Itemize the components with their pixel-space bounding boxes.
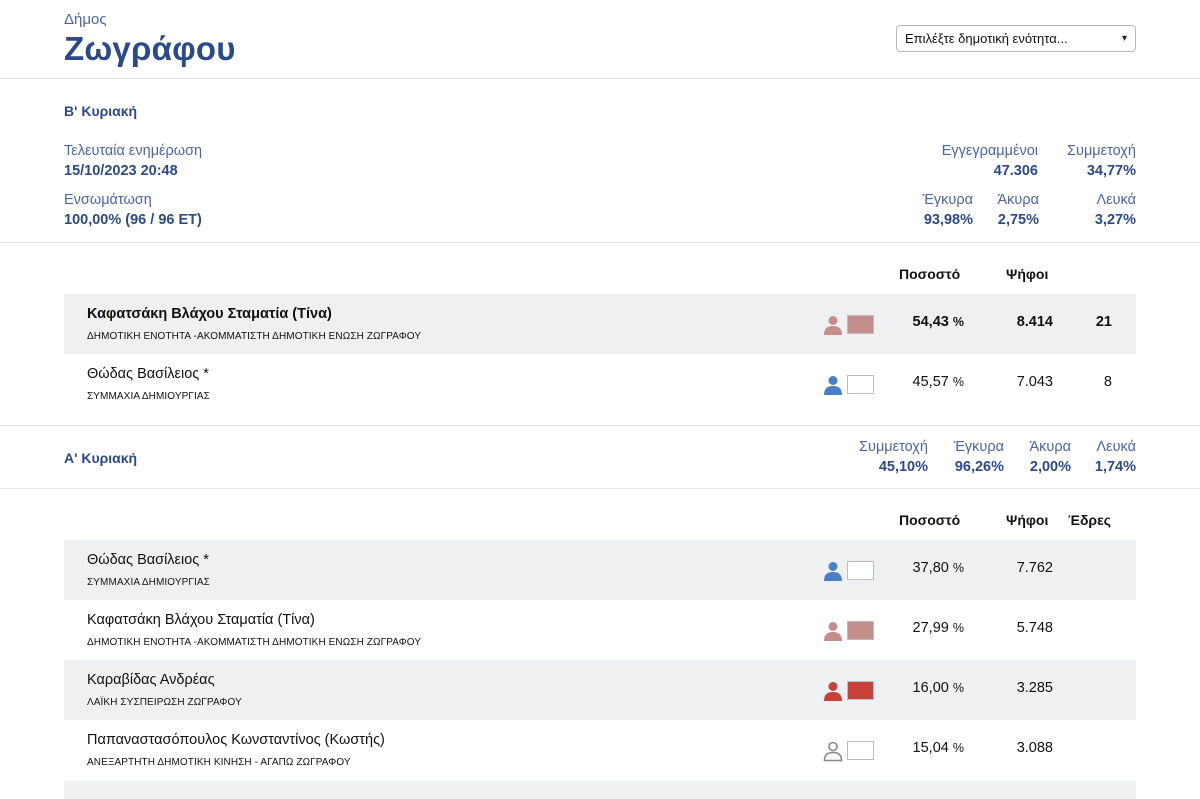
vote-percentage: 16,00 % <box>879 680 964 696</box>
municipality-label: Δήμος <box>64 11 107 28</box>
chevron-down-icon: ▾ <box>1121 33 1127 44</box>
vote-count: 3.285 <box>1016 680 1053 696</box>
candidate-name: Παπαναστασόπουλος Κωνσταντίνος (Κωστής) <box>87 732 385 748</box>
divider <box>0 242 1200 243</box>
person-icon <box>822 620 844 642</box>
party-name: ΑΝΕΞΑΡΤΗΤΗ ΔΗΜΟΤΙΚΗ ΚΙΝΗΣΗ - ΑΓΑΠΩ ΖΩΓΡΑ… <box>87 757 351 768</box>
candidate-name: Καφατσάκη Βλάχου Σταματία (Τίνα) <box>87 306 332 322</box>
column-header-seats: Έδρες <box>1068 512 1112 528</box>
seat-count: 8 <box>1103 374 1112 390</box>
round-a-invalid-label: Άκυρα <box>1029 439 1072 455</box>
percent-value: 45,57 <box>912 374 949 390</box>
percent-unit: % <box>952 621 964 635</box>
percent-unit: % <box>952 375 964 389</box>
integration-label: Ενσωμάτωση <box>64 192 152 208</box>
party-color-swatch <box>847 315 874 334</box>
table-row[interactable]: Καφατσάκη Βλάχου Σταματία (Τίνα) ΔΗΜΟΤΙΚΗ… <box>64 600 1136 660</box>
valid-value: 93,98% <box>923 212 973 228</box>
round-b-title: Β' Κυριακή <box>64 103 138 119</box>
percent-unit: % <box>952 741 964 755</box>
seat-count: 21 <box>1095 314 1112 330</box>
table-row <box>64 781 1136 799</box>
invalid-label: Άκυρα <box>997 192 1040 208</box>
round-a-valid-value: 96,26% <box>954 459 1004 475</box>
person-outline-icon <box>822 740 844 762</box>
party-name: ΛΑΪΚΗ ΣΥΣΠΕΙΡΩΣΗ ΖΩΓΡΑΦΟΥ <box>87 697 242 708</box>
round-a-blank-label: Λευκά <box>1096 439 1136 455</box>
turnout-label: Συμμετοχή <box>1067 143 1136 159</box>
candidate-name: Καφατσάκη Βλάχου Σταματία (Τίνα) <box>87 612 315 628</box>
vote-count: 7.762 <box>1016 560 1053 576</box>
percent-value: 27,99 <box>912 620 949 636</box>
column-header-votes: Ψήφοι <box>1006 512 1049 528</box>
vote-percentage: 45,57 % <box>879 374 964 390</box>
vote-count: 7.043 <box>1016 374 1053 390</box>
percent-value: 15,04 <box>912 740 949 756</box>
select-value: Επιλέξτε δημοτική ενότητα... <box>905 31 1068 46</box>
party-color-swatch <box>847 375 874 394</box>
round-a-valid-label: Έγκυρα <box>953 439 1004 455</box>
round-a-invalid-value: 2,00% <box>1029 459 1071 475</box>
candidate-name: Θώδας Βασίλειος * <box>87 552 209 568</box>
vote-percentage: 37,80 % <box>879 560 964 576</box>
table-row[interactable]: Καφατσάκη Βλάχου Σταματία (Τίνα) ΔΗΜΟΤΙΚΗ… <box>64 294 1136 354</box>
round-a-title: Α' Κυριακή <box>64 450 138 466</box>
table-row[interactable]: Παπαναστασόπουλος Κωνσταντίνος (Κωστής) Α… <box>64 720 1136 780</box>
party-name: ΣΥΜΜΑΧΙΑ ΔΗΜΙΟΥΡΓΙΑΣ <box>87 391 210 402</box>
person-icon <box>822 560 844 582</box>
column-header-percent: Ποσοστό <box>899 266 961 282</box>
party-name: ΔΗΜΟΤΙΚΗ ΕΝΟΤΗΤΑ -ΑΚΟΜΜΑΤΙΣΤΗ ΔΗΜΟΤΙΚΗ Ε… <box>87 637 422 648</box>
invalid-value: 2,75% <box>997 212 1039 228</box>
column-header-percent: Ποσοστό <box>899 512 961 528</box>
vote-percentage: 27,99 % <box>879 620 964 636</box>
party-color-swatch <box>847 741 874 760</box>
municipal-unit-select[interactable]: Επιλέξτε δημοτική ενότητα... ▾ <box>896 25 1136 52</box>
person-icon <box>822 680 844 702</box>
blank-value: 3,27% <box>1094 212 1136 228</box>
party-color-swatch <box>847 621 874 640</box>
registered-value: 47.306 <box>993 163 1038 179</box>
person-icon <box>822 314 844 336</box>
candidate-name: Καραβίδας Ανδρέας <box>87 672 215 688</box>
percent-value: 54,43 <box>912 314 949 330</box>
table-row[interactable]: Καραβίδας Ανδρέας ΛΑΪΚΗ ΣΥΣΠΕΙΡΩΣΗ ΖΩΓΡΑΦ… <box>64 660 1136 720</box>
turnout-value: 34,77% <box>1086 163 1136 179</box>
integration-value: 100,00% (96 / 96 ΕΤ) <box>64 212 202 228</box>
percent-value: 37,80 <box>912 560 949 576</box>
column-header-votes: Ψήφοι <box>1006 266 1049 282</box>
divider <box>0 78 1200 79</box>
table-row[interactable]: Θώδας Βασίλειος * ΣΥΜΜΑΧΙΑ ΔΗΜΙΟΥΡΓΙΑΣ 45,… <box>64 354 1136 414</box>
last-update-label: Τελευταία ενημέρωση <box>64 143 203 159</box>
registered-label: Εγγεγραμμένοι <box>941 143 1038 159</box>
party-color-swatch <box>847 561 874 580</box>
vote-count: 5.748 <box>1016 620 1053 636</box>
vote-percentage: 54,43 % <box>879 314 964 330</box>
round-a-turnout-value: 45,10% <box>878 459 928 475</box>
round-a-blank-value: 1,74% <box>1094 459 1136 475</box>
party-color-swatch <box>847 681 874 700</box>
vote-count: 3.088 <box>1016 740 1053 756</box>
table-row[interactable]: Θώδας Βασίλειος * ΣΥΜΜΑΧΙΑ ΔΗΜΙΟΥΡΓΙΑΣ 37,… <box>64 540 1136 600</box>
valid-label: Έγκυρα <box>922 192 973 208</box>
blank-label: Λευκά <box>1096 192 1136 208</box>
last-update-value: 15/10/2023 20:48 <box>64 163 178 179</box>
percent-value: 16,00 <box>912 680 949 696</box>
vote-percentage: 15,04 % <box>879 740 964 756</box>
vote-count: 8.414 <box>1016 314 1053 330</box>
round-a-turnout-label: Συμμετοχή <box>859 439 928 455</box>
percent-unit: % <box>952 561 964 575</box>
divider <box>0 488 1200 489</box>
percent-unit: % <box>952 681 964 695</box>
candidate-name: Θώδας Βασίλειος * <box>87 366 209 382</box>
page-title: Ζωγράφου <box>64 30 236 67</box>
person-icon <box>822 374 844 396</box>
divider <box>0 425 1200 426</box>
percent-unit: % <box>952 315 964 329</box>
party-name: ΔΗΜΟΤΙΚΗ ΕΝΟΤΗΤΑ -ΑΚΟΜΜΑΤΙΣΤΗ ΔΗΜΟΤΙΚΗ Ε… <box>87 331 422 342</box>
party-name: ΣΥΜΜΑΧΙΑ ΔΗΜΙΟΥΡΓΙΑΣ <box>87 577 210 588</box>
